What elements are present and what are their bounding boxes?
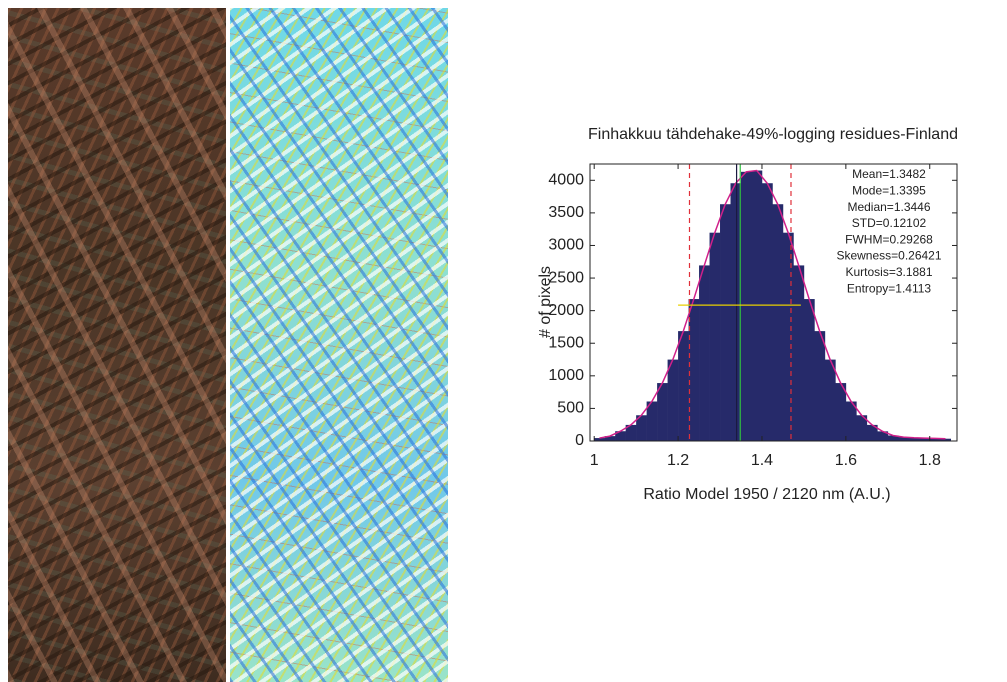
x-tick-label: 1.6 [835,452,857,469]
stat-label: STD=0.12102 [852,216,927,230]
bar [898,437,910,441]
y-tick-label: 4000 [548,172,584,189]
bar [594,438,605,441]
stat-label: FWHM=0.29268 [845,232,933,246]
y-tick-label: 1500 [548,334,584,351]
fit-curve [599,169,946,440]
chart-title: Finhakkuu tähdehake-49%-logging residues… [588,126,958,143]
bar [908,437,920,441]
y-axis-label: # of pixels [537,266,554,338]
ratio-map-image [230,8,448,682]
bar [720,204,731,441]
bar [929,438,941,441]
y-tick-label: 3500 [548,204,584,221]
bar [803,299,815,441]
bar [709,232,721,441]
y-tick-label: 2000 [548,302,584,319]
bar [782,232,794,441]
stat-label: Entropy=1.4113 [847,281,932,295]
bar [740,171,752,442]
rgb-image [8,8,226,682]
bar [856,415,868,441]
y-tick-label: 1000 [548,367,584,384]
bar [625,424,637,441]
bar [636,415,647,441]
bar [678,331,689,441]
stat-label: Mode=1.3395 [852,183,926,197]
bar [835,383,847,441]
bar [772,204,784,441]
x-tick-label: 1.4 [751,452,773,469]
stat-label: Skewness=0.26421 [836,249,941,263]
bar [877,431,889,441]
x-tick-label: 1.8 [919,452,941,469]
bar [761,183,773,442]
bar [646,401,658,441]
plot-frame [589,163,958,442]
y-tick-label: 2500 [548,269,584,286]
y-tick-label: 3000 [548,237,584,254]
bar [699,265,710,441]
x-axis-label: Ratio Model 1950 / 2120 nm (A.U.) [643,486,890,503]
stat-label: Kurtosis=3.1881 [845,265,932,279]
bar [845,401,857,441]
bar [866,424,878,441]
bar [793,265,805,441]
bar [919,438,931,441]
bar [667,359,679,441]
bar [824,359,836,441]
stat-label: Median=1.3446 [847,200,930,214]
bar [887,435,899,441]
y-tick-label: 500 [557,400,584,417]
bar [730,183,742,442]
bar [615,431,626,441]
y-tick-label: 0 [575,432,584,449]
bar [751,170,763,442]
bar [814,331,826,441]
bar [657,383,668,441]
bar [688,299,700,441]
x-tick-label: 1 [590,452,599,469]
x-tick-label: 1.2 [667,452,689,469]
bar [604,436,616,441]
stat-label: Mean=1.3482 [852,167,926,181]
bar [940,438,952,441]
